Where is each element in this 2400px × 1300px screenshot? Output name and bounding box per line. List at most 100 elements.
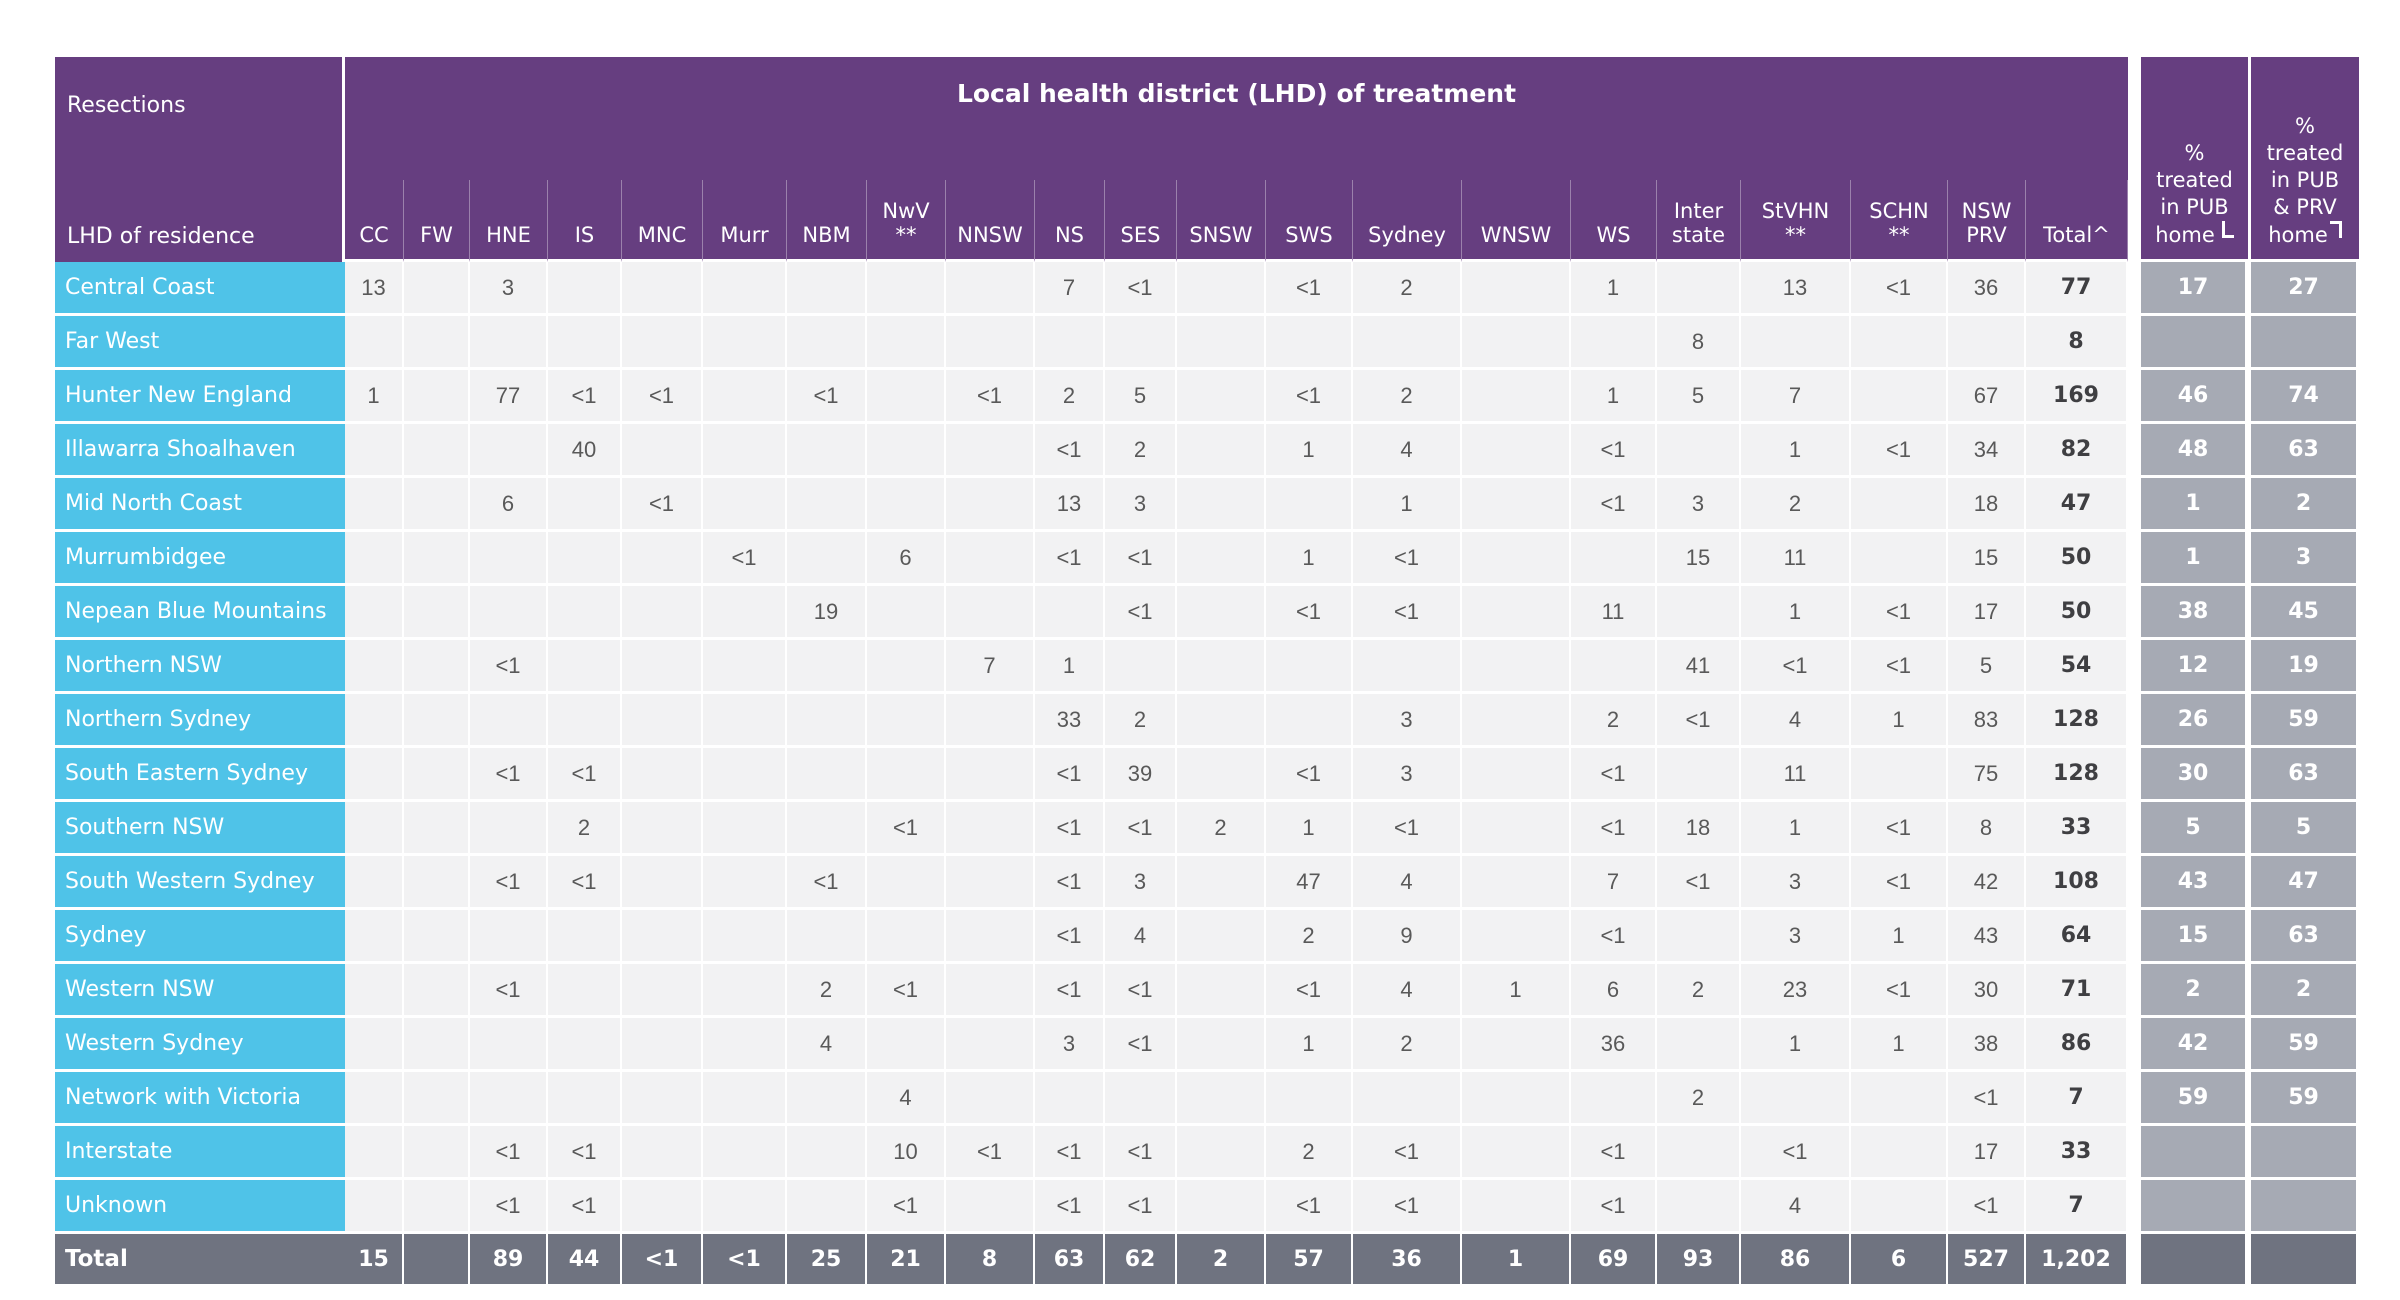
row-label: Illawarra Shoalhaven: [55, 424, 345, 478]
cell-nnsw: [946, 1072, 1035, 1126]
row-label: Western NSW: [55, 964, 345, 1018]
cell-nbm: [787, 640, 867, 694]
cell-sws: 47: [1266, 856, 1353, 910]
col-header-mnc: MNC: [622, 180, 703, 262]
table-row: Southern NSW 2 <1 <1 <1 2 1 <1 <1 18 1 <1 8 33 5 5: [55, 802, 2359, 856]
cell-is: [548, 316, 622, 370]
cell-snsw: [1177, 964, 1266, 1018]
cell-fw: [404, 370, 470, 424]
cell-hne: [470, 1018, 548, 1072]
cell-fw: [404, 1234, 470, 1287]
cell-cc: [345, 1018, 404, 1072]
column-gap: [2128, 964, 2138, 1018]
col-header-murr: Murr: [703, 180, 787, 262]
cell-nwv: [867, 424, 946, 478]
column-gap: [2128, 586, 2138, 640]
cell-is: [548, 640, 622, 694]
pct_pub_home-cell: 59: [2138, 1072, 2248, 1126]
treatment-group-header: Local health district (LHD) of treatment: [345, 57, 2128, 181]
cell-nwv: <1: [867, 964, 946, 1018]
cell-stvhn: 7: [1741, 370, 1851, 424]
cell-total: 33: [2026, 1126, 2128, 1180]
cell-wnsw: [1462, 640, 1571, 694]
cell-wnsw: [1462, 1126, 1571, 1180]
cell-nnsw: [946, 1180, 1035, 1234]
pct_pub_home-cell: 12: [2138, 640, 2248, 694]
cell-stvhn: 1: [1741, 424, 1851, 478]
cell-nnsw: [946, 694, 1035, 748]
column-gap: [2128, 1234, 2138, 1287]
cell-cc: [345, 640, 404, 694]
cell-nswprv: 15: [1948, 532, 2026, 586]
column-gap: [2128, 1072, 2138, 1126]
pct_pub_home-cell: 15: [2138, 910, 2248, 964]
cell-fw: [404, 1072, 470, 1126]
cell-interstate: <1: [1657, 856, 1741, 910]
cell-ws: 69: [1571, 1234, 1657, 1287]
cell-nnsw: [946, 424, 1035, 478]
cell-nswprv: <1: [1948, 1072, 2026, 1126]
cell-sydney: 2: [1353, 262, 1462, 316]
cell-ns: 2: [1035, 370, 1105, 424]
cell-cc: [345, 1180, 404, 1234]
cell-fw: [404, 964, 470, 1018]
cell-wnsw: [1462, 748, 1571, 802]
cell-nwv: [867, 1018, 946, 1072]
cell-ses: <1: [1105, 262, 1177, 316]
cell-nswprv: 5: [1948, 640, 2026, 694]
pct_pub_prv_home-cell: 2: [2248, 478, 2359, 532]
cell-mnc: [622, 964, 703, 1018]
cell-hne: 89: [470, 1234, 548, 1287]
cell-murr: [703, 1180, 787, 1234]
cell-snsw: [1177, 1126, 1266, 1180]
cell-fw: [404, 694, 470, 748]
cell-interstate: 5: [1657, 370, 1741, 424]
cell-ses: <1: [1105, 964, 1177, 1018]
cell-fw: [404, 1180, 470, 1234]
cell-cc: [345, 856, 404, 910]
cell-murr: [703, 370, 787, 424]
cell-sws: <1: [1266, 1180, 1353, 1234]
column-gap: [2128, 856, 2138, 910]
cell-interstate: 93: [1657, 1234, 1741, 1287]
cell-sydney: 4: [1353, 424, 1462, 478]
cell-ws: <1: [1571, 802, 1657, 856]
cell-hne: [470, 424, 548, 478]
cell-cc: 15: [345, 1234, 404, 1287]
cell-nswprv: 67: [1948, 370, 2026, 424]
cell-mnc: [622, 532, 703, 586]
row-label: Northern NSW: [55, 640, 345, 694]
cell-nnsw: [946, 316, 1035, 370]
pct_pub_home-cell: 5: [2138, 802, 2248, 856]
cell-stvhn: 3: [1741, 910, 1851, 964]
cell-sydney: 2: [1353, 1018, 1462, 1072]
cell-ns: <1: [1035, 1180, 1105, 1234]
col-header-sws: SWS: [1266, 180, 1353, 262]
col-header-snsw: SNSW: [1177, 180, 1266, 262]
cell-schn: <1: [1851, 586, 1948, 640]
pct_pub_prv_home-cell: [2248, 1180, 2359, 1234]
cell-nnsw: [946, 802, 1035, 856]
cell-nbm: 25: [787, 1234, 867, 1287]
row-dimension-label: LHD of residence: [67, 224, 255, 249]
column-gap: [2128, 57, 2138, 262]
cell-nwv: [867, 910, 946, 964]
cell-ses: <1: [1105, 1018, 1177, 1072]
cell-total: 7: [2026, 1180, 2128, 1234]
cell-sydney: <1: [1353, 532, 1462, 586]
cell-wnsw: [1462, 478, 1571, 532]
cell-ns: <1: [1035, 802, 1105, 856]
pct_pub_prv_home-cell: 27: [2248, 262, 2359, 316]
cell-nbm: [787, 802, 867, 856]
table-row: Network with Victoria 4 2 <1 7 59 59: [55, 1072, 2359, 1126]
cell-ws: 6: [1571, 964, 1657, 1018]
cell-schn: <1: [1851, 964, 1948, 1018]
cell-nswprv: 34: [1948, 424, 2026, 478]
cell-ns: <1: [1035, 910, 1105, 964]
cell-murr: <1: [703, 532, 787, 586]
cell-murr: [703, 262, 787, 316]
cell-nwv: [867, 316, 946, 370]
row-label: Mid North Coast: [55, 478, 345, 532]
cell-is: 2: [548, 802, 622, 856]
cell-is: [548, 1072, 622, 1126]
